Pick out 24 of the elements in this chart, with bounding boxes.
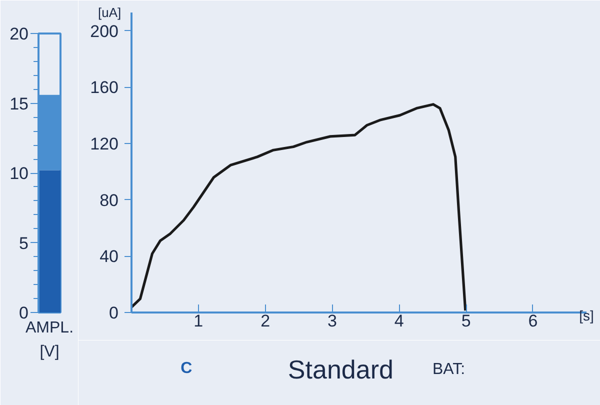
x-tick-label: 2 [260, 312, 270, 330]
y-tick-label: 200 [90, 22, 119, 41]
y-tick-label: 160 [90, 78, 119, 98]
line-series [132, 103, 467, 312]
y-tick-label: 80 [100, 190, 119, 210]
x-tick-label: 6 [528, 312, 538, 330]
x-tick-label: 4 [394, 312, 404, 330]
y-axis-title: [uA] [98, 5, 122, 20]
text: Standard [288, 354, 394, 384]
y-tick-label: 40 [100, 247, 119, 266]
y-tick-label: 10 [10, 164, 29, 183]
y-tick-label: 120 [90, 134, 119, 154]
x-tick-label: 1 [194, 312, 204, 330]
y-tick-label: 20 [10, 24, 29, 44]
x-tick-label: 5 [461, 312, 471, 330]
x-axis-title: [s] [579, 308, 594, 324]
text: BAT: [432, 361, 466, 378]
y-tick-label: 5 [19, 234, 29, 253]
y-tick-label: 15 [10, 94, 29, 114]
x-axis-title: AMPL. [V] [25, 320, 74, 360]
y-tick-label: 0 [19, 304, 29, 322]
y-tick-label: 0 [109, 304, 119, 322]
text: C [180, 360, 193, 377]
x-tick-label: 3 [328, 312, 337, 330]
